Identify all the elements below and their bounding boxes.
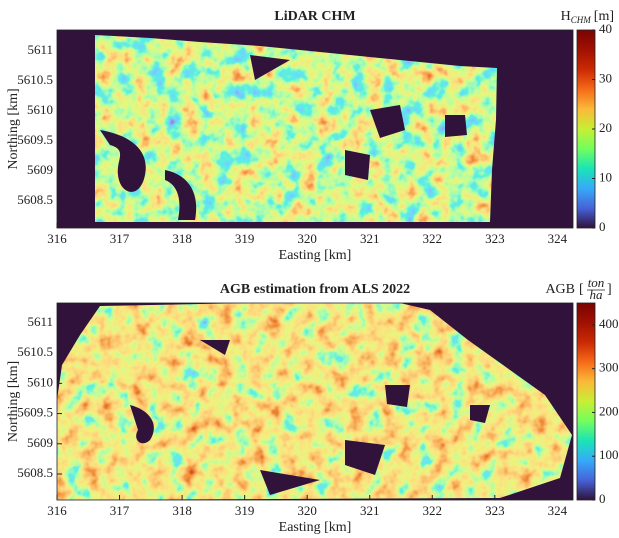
colorbar-tick-label: 0 bbox=[599, 219, 606, 234]
x-tick-label: 318 bbox=[172, 231, 192, 246]
colorbar-label: HCHM[m] bbox=[561, 9, 614, 25]
label-unit: [m] bbox=[594, 9, 614, 24]
figure: 316 317 318 319 320 321 322 323 324 5608.5 5609 560… bbox=[0, 0, 619, 538]
label-denominator: ha bbox=[590, 287, 604, 302]
label-main: H bbox=[561, 9, 571, 24]
x-tick-label: 324 bbox=[548, 503, 568, 518]
water-body bbox=[385, 385, 410, 407]
x-axis-label: Easting [km] bbox=[279, 248, 352, 263]
y-tick-label: 5611 bbox=[27, 314, 53, 329]
water-body bbox=[345, 150, 370, 180]
chart-title: AGB estimation from ALS 2022 bbox=[220, 282, 410, 297]
x-tick-label: 320 bbox=[297, 231, 317, 246]
y-axis-label: Northing [km] bbox=[6, 88, 21, 169]
x-tick-label: 324 bbox=[548, 231, 568, 246]
water-body bbox=[445, 115, 467, 137]
y-tick-label: 5609 bbox=[27, 435, 53, 450]
x-tick-label: 318 bbox=[172, 503, 192, 518]
x-tick-label: 323 bbox=[485, 231, 505, 246]
y-tick-label: 5608.5 bbox=[17, 192, 53, 207]
y-tick-label: 5610 bbox=[27, 102, 53, 117]
y-tick-label: 5609.5 bbox=[17, 132, 53, 147]
x-tick-label: 323 bbox=[485, 503, 505, 518]
x-tick-label: 321 bbox=[360, 503, 380, 518]
y-tick-label: 5610 bbox=[27, 374, 53, 389]
colorbar-tick-label: 0 bbox=[599, 491, 606, 506]
y-tick-label: 5609.5 bbox=[17, 405, 53, 420]
colorbar-label: AGB bbox=[545, 282, 575, 297]
label-sub: CHM bbox=[571, 15, 592, 25]
y-tick-label: 5610.5 bbox=[17, 72, 53, 87]
y-tick-label: 5610.5 bbox=[17, 344, 53, 359]
x-tick-label: 322 bbox=[423, 231, 443, 246]
x-tick-label: 319 bbox=[235, 503, 255, 518]
colorbar-tick-label: 20 bbox=[599, 120, 612, 135]
x-axis-label: Easting [km] bbox=[279, 520, 352, 535]
y-axis-label: Northing [km] bbox=[6, 361, 21, 442]
colorbar-tick-label: 10 bbox=[599, 169, 612, 184]
colorbar-tick-label: 30 bbox=[599, 70, 612, 85]
colorbar-tick-label: 200 bbox=[599, 403, 619, 418]
colorbar bbox=[577, 303, 595, 500]
x-tick-label: 317 bbox=[110, 503, 130, 518]
map-panel: 316 317 318 319 320 321 322 323 324 5608.5 5609 560… bbox=[6, 275, 618, 535]
label-bracket: ] bbox=[607, 282, 612, 297]
x-tick-label: 316 bbox=[47, 503, 67, 518]
colorbar-tick-label: 400 bbox=[599, 316, 619, 331]
map-panel: 316 317 318 319 320 321 322 323 324 5608.5 5609 560… bbox=[6, 9, 614, 263]
x-tick-label: 319 bbox=[235, 231, 255, 246]
x-tick-label: 320 bbox=[297, 503, 317, 518]
y-tick-label: 5611 bbox=[27, 42, 53, 57]
colorbar-tick-label: 300 bbox=[599, 360, 619, 375]
x-tick-label: 321 bbox=[360, 231, 380, 246]
colorbar-tick-label: 100 bbox=[599, 447, 619, 462]
y-tick-label: 5608.5 bbox=[17, 465, 53, 480]
x-tick-label: 317 bbox=[110, 231, 130, 246]
y-tick-label: 5609 bbox=[27, 162, 53, 177]
x-tick-label: 322 bbox=[423, 503, 443, 518]
chart-title: LiDAR CHM bbox=[274, 9, 355, 24]
x-tick-label: 316 bbox=[47, 231, 67, 246]
label-bracket: [ bbox=[579, 282, 584, 297]
